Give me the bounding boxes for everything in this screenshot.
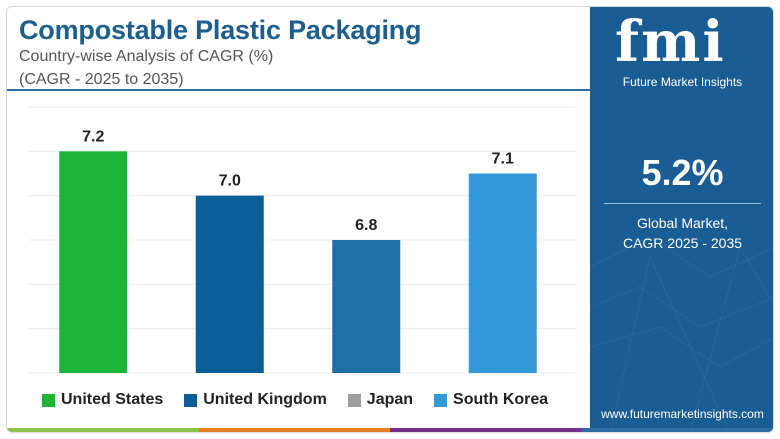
legend-label: United Kingdom	[203, 391, 327, 408]
data-label: 7.0	[219, 173, 241, 190]
caption-line-2: CAGR 2025 - 2035	[622, 235, 743, 251]
strip-segment	[7, 428, 199, 432]
global-cagr-value: 5.2%	[641, 152, 724, 193]
legend-swatch	[184, 393, 198, 407]
legend-swatch	[434, 393, 448, 407]
legend-label: South Korea	[453, 391, 549, 408]
bottom-color-strip	[7, 428, 773, 432]
data-label: 7.2	[82, 128, 104, 145]
legend-item: Japan	[347, 391, 414, 409]
side-panel: fmi Future Market Insights 5.2% Global M…	[590, 7, 773, 432]
legend-swatch	[42, 393, 55, 407]
fmi-logo: fmi	[615, 9, 726, 75]
value-divider	[604, 203, 761, 204]
legend-item: United States	[42, 391, 163, 409]
bar-south-korea	[468, 173, 537, 373]
chart-period: (CAGR - 2025 to 2035)	[19, 71, 184, 88]
infographic-frame: Compostable Plastic Packaging Country-wi…	[6, 6, 774, 433]
data-label: 7.1	[492, 151, 514, 168]
legend-label: United States	[61, 391, 164, 408]
logo-tagline: Future Market Insights	[622, 75, 743, 89]
strip-segment	[390, 428, 582, 432]
legend-label: Japan	[366, 391, 414, 408]
data-label: 6.8	[355, 217, 377, 234]
bar-united-states	[59, 151, 128, 373]
bar-chart: 7.2 7.0 6.8 7.1	[29, 106, 575, 374]
legend-swatch	[347, 393, 361, 407]
panel-texture	[590, 236, 773, 432]
strip-segment	[198, 428, 390, 432]
legend-item: South Korea	[434, 391, 548, 409]
legend-item: United Kingdom	[184, 391, 327, 409]
bar-united-kingdom	[195, 195, 264, 373]
bar-japan	[332, 240, 401, 373]
header-divider	[7, 89, 590, 91]
website-url: www.futuremarketinsights.com	[601, 407, 764, 421]
strip-segment	[581, 428, 773, 432]
global-cagr-caption: Global Market, CAGR 2025 - 2035	[590, 213, 773, 253]
chart-legend: United States United Kingdom Japan South Ko…	[42, 391, 569, 409]
caption-line-1: Global Market,	[636, 215, 729, 231]
page-title: Compostable Plastic Packaging	[19, 15, 422, 45]
chart-subtitle: Country-wise Analysis of CAGR (%)	[19, 48, 274, 65]
